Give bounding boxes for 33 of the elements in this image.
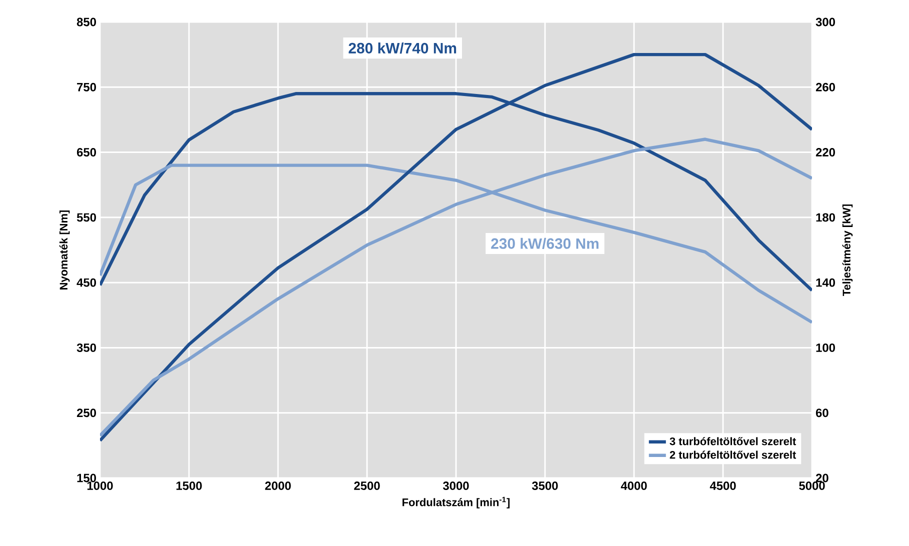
y-tick-label: 650 — [76, 148, 96, 157]
y2-tick-label: 100 — [816, 343, 835, 352]
y-tick-label: 150 — [77, 474, 96, 482]
x-tick-label: 3000 — [442, 482, 469, 490]
legend-label: 3 turbófeltöltővel szerelt — [670, 437, 796, 446]
y-tick-label: 750 — [77, 82, 96, 92]
y-tick-label: 550 — [76, 213, 96, 222]
y-axis-title: Nyomaték [Nm] — [59, 210, 70, 290]
x-tick-label: 1500 — [176, 482, 202, 490]
y2-tick-label: 60 — [816, 408, 828, 418]
y-tick-label: 450 — [76, 278, 96, 287]
x-tick-label: 1000 — [87, 482, 113, 490]
x-tick-label: 3500 — [532, 482, 558, 490]
x-tick-label: 5000 — [799, 482, 825, 490]
line-series — [100, 138, 812, 438]
legend-label: 2 turbófeltöltővel szerelt — [670, 450, 796, 459]
y2-tick-label: 220 — [816, 148, 835, 157]
y2-tick-label: 140 — [816, 278, 835, 287]
x-tick-label: 2500 — [354, 482, 380, 490]
y-tick-label: 850 — [76, 18, 96, 26]
x-tick-label: 2000 — [265, 482, 291, 490]
y-tick-label: 350 — [76, 343, 96, 352]
x-tick-label: 4500 — [710, 482, 736, 490]
x-axis-title: Fordulatszám [min$^{-1}$] — [402, 496, 510, 508]
annotation: 280 kW/740 Nm — [348, 42, 456, 54]
y2-tick-label: 180 — [816, 213, 835, 222]
y2-tick-label: 20 — [816, 474, 828, 482]
y2-axis-title: Teljesítmény [kW] — [842, 204, 853, 296]
x-tick-label: 4000 — [620, 482, 647, 490]
y2-tick-label: 260 — [816, 82, 835, 92]
y-tick-label: 250 — [76, 408, 96, 418]
annotation: 230 kW/630 Nm — [491, 238, 598, 250]
y2-tick-label: 300 — [816, 18, 835, 26]
